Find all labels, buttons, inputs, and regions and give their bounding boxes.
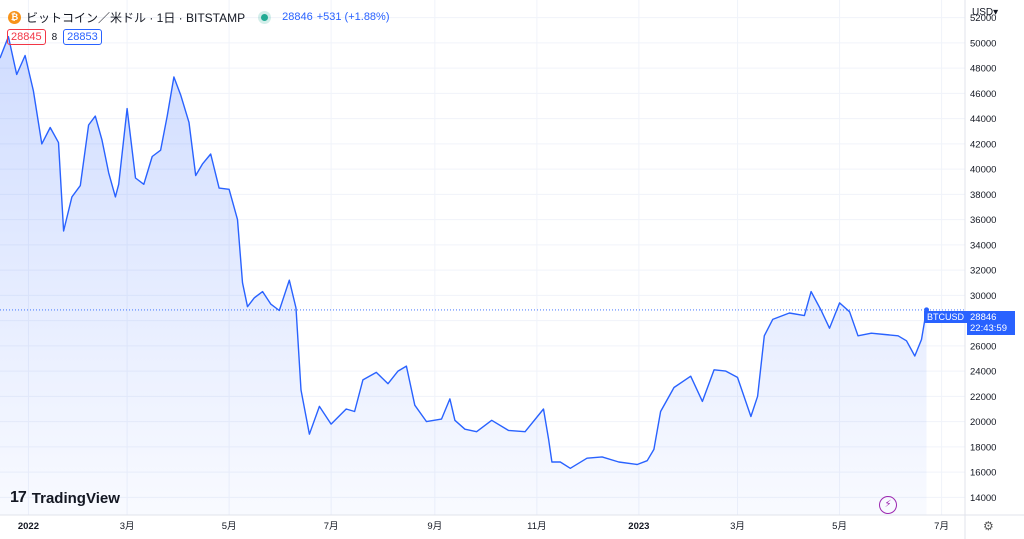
y-tick-label: 48000 — [970, 64, 996, 75]
tradingview-logo[interactable]: 17 TradingView — [10, 489, 120, 507]
logo-text: TradingView — [31, 489, 120, 507]
symbol-price-tag: BTCUSD — [924, 311, 968, 323]
y-tick-label: 36000 — [970, 215, 996, 226]
symbol-header[interactable]: ₿ ビットコイン／米ドル · 1日 · BITSTAMP 28846 +531 … — [8, 8, 390, 26]
y-tick-label: 42000 — [970, 139, 996, 150]
lightning-icon[interactable]: ⚡ — [879, 496, 897, 514]
gear-icon[interactable]: ⚙ — [983, 519, 994, 533]
y-tick-label: 46000 — [970, 89, 996, 100]
x-tick-label: 5月 — [832, 521, 847, 532]
bid-price[interactable]: 28845 — [7, 29, 46, 45]
x-tick-label: 7月 — [934, 521, 949, 532]
x-tick-label: 2022 — [18, 521, 39, 532]
price-area — [0, 36, 927, 515]
time-axis[interactable]: 2022 3月 5月 7月 9月 11月 2023 3月 5月 7月 — [18, 521, 949, 532]
price-line — [0, 35, 928, 469]
x-tick-label: 5月 — [222, 521, 237, 532]
y-tick-label: 24000 — [970, 367, 996, 378]
market-status-icon — [261, 13, 269, 21]
x-tick-label: 7月 — [324, 521, 339, 532]
y-tick-label: 14000 — [970, 493, 996, 504]
bitcoin-icon: ₿ — [8, 10, 21, 24]
y-tick-label: 40000 — [970, 165, 996, 176]
y-tick-label: 22000 — [970, 392, 996, 403]
y-tick-label: 50000 — [970, 38, 996, 49]
y-tick-label: 34000 — [970, 240, 996, 251]
y-tick-label: 52000 — [970, 13, 996, 24]
y-tick-label: 18000 — [970, 442, 996, 453]
y-tick-label: 16000 — [970, 468, 996, 479]
tradingview-logo-icon: 17 — [10, 489, 27, 506]
bar-countdown: 22:43:59 — [970, 323, 1007, 334]
price-change: +531 (+1.88%) — [316, 11, 390, 23]
x-tick-label: 3月 — [730, 521, 745, 532]
x-tick-label: 2023 — [628, 521, 649, 532]
price-axis[interactable]: 1400016000180002000022000240002600028000… — [970, 13, 996, 504]
y-tick-label: 32000 — [970, 266, 996, 277]
symbol-title[interactable]: ビットコイン／米ドル · 1日 · BITSTAMP — [26, 10, 246, 25]
current-price: 28846 — [282, 11, 313, 23]
y-tick-label: 20000 — [970, 417, 996, 428]
spread-value: 8 — [51, 31, 58, 43]
y-tick-label: 38000 — [970, 190, 996, 201]
x-tick-label: 9月 — [427, 521, 442, 532]
y-tick-label: 44000 — [970, 114, 996, 125]
currency-label: USD — [972, 7, 994, 18]
last-price-label: 28846 22:43:59 — [967, 311, 1015, 335]
last-price-value: 28846 — [970, 312, 997, 323]
x-tick-label: 11月 — [527, 521, 546, 532]
chevron-down-icon: ▾ — [993, 7, 999, 18]
ask-price[interactable]: 28853 — [63, 29, 102, 45]
currency-selector[interactable]: USD▾ — [972, 7, 998, 18]
x-tick-label: 3月 — [120, 521, 135, 532]
bid-ask-panel: 28845 8 28853 — [7, 29, 102, 45]
y-tick-label: 26000 — [970, 341, 996, 352]
y-tick-label: 30000 — [970, 291, 996, 302]
